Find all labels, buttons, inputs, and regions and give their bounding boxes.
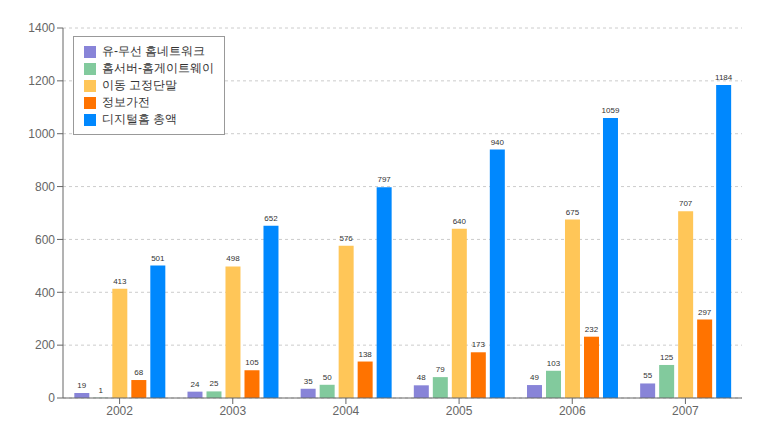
svg-text:55: 55 [643,371,652,380]
svg-text:232: 232 [585,325,599,334]
svg-text:103: 103 [547,359,561,368]
svg-text:2004: 2004 [333,404,360,418]
html-text:유-무선 홈네트워크: 유-무선 홈네트워크 [102,44,206,58]
svg-text:68: 68 [134,368,143,377]
svg-text:173: 173 [472,340,486,349]
svg-text:940: 940 [491,138,505,147]
svg-text:1059: 1059 [602,106,620,115]
svg-text:1184: 1184 [715,73,733,82]
svg-text:50: 50 [323,373,332,382]
svg-text:200: 200 [35,338,55,352]
html-text:디지털홈 총액: 디지털홈 총액 [102,112,178,126]
svg-text:576: 576 [339,234,353,243]
svg-text:1000: 1000 [28,127,55,141]
svg-text:0: 0 [48,391,55,405]
svg-text:48: 48 [417,373,426,382]
svg-text:675: 675 [566,208,580,217]
svg-text:2007: 2007 [672,404,699,418]
svg-text:2005: 2005 [446,404,473,418]
svg-text:2003: 2003 [219,404,246,418]
svg-text:413: 413 [113,277,127,286]
svg-text:797: 797 [377,175,391,184]
svg-text:79: 79 [436,365,445,374]
html-text:이동 고정단말: 이동 고정단말 [102,78,178,92]
svg-text:400: 400 [35,286,55,300]
html-text:정보가전: 정보가전 [102,95,150,109]
svg-text:25: 25 [210,379,219,388]
svg-text:2002: 2002 [106,404,133,418]
svg-text:800: 800 [35,180,55,194]
svg-text:498: 498 [226,254,240,263]
svg-text:707: 707 [679,199,693,208]
svg-text:1: 1 [99,386,104,395]
html-text:홈서버-홈게이트웨이: 홈서버-홈게이트웨이 [102,61,214,75]
svg-text:2006: 2006 [559,404,586,418]
svg-text:652: 652 [264,214,278,223]
svg-text:24: 24 [191,380,200,389]
svg-text:640: 640 [453,217,467,226]
svg-text:501: 501 [151,254,165,263]
svg-text:125: 125 [660,353,674,362]
svg-text:35: 35 [304,377,313,386]
svg-text:105: 105 [245,358,259,367]
svg-text:600: 600 [35,233,55,247]
svg-text:49: 49 [530,373,539,382]
svg-text:297: 297 [698,308,712,317]
svg-text:19: 19 [77,381,86,390]
svg-text:1400: 1400 [28,21,55,35]
svg-text:1200: 1200 [28,74,55,88]
svg-text:138: 138 [358,350,372,359]
